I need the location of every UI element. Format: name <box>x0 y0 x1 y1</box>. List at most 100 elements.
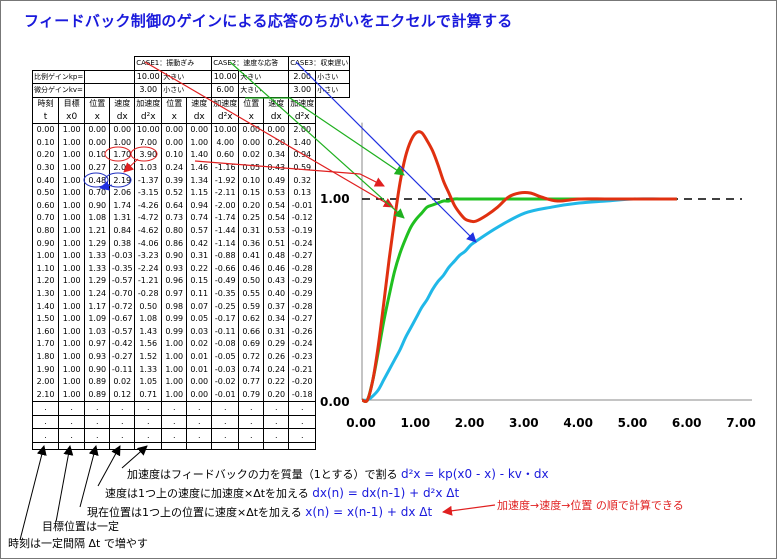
column-header: 加速度 <box>288 96 317 111</box>
case1-arrow-2 <box>194 160 385 187</box>
table-cell: 0.13 <box>288 186 317 200</box>
table-cell: 1.40 <box>288 136 317 150</box>
series-line-case1 <box>361 130 677 403</box>
page-title: フィードバック制御のゲインによる応答のちがいをエクセルで計算する <box>24 12 513 30</box>
time-annotation: 時刻は一定間隔 Δt で増やす <box>8 537 148 550</box>
ellipsis-cell: . <box>58 428 86 443</box>
x-tick-label: 6.00 <box>672 416 702 430</box>
table-cell: 1.00 <box>58 161 86 175</box>
case3-arrow <box>295 61 477 243</box>
spreadsheet-table: CASE1：振動ぎみ CASE2：速度な応答 CASE3：収束遅い 比例ゲインkp= 1… <box>31 56 351 450</box>
highlight-ellipse <box>104 172 132 188</box>
table-cell: 1.00 <box>58 237 86 250</box>
table-row: 0.60 1.00 0.90 1.74 -4.26 0.64 0.94 -2.00 0.20 0.… <box>31 199 350 213</box>
table-cell: 1.00 <box>58 212 86 225</box>
column-pointer-arrow <box>55 445 74 523</box>
table-row: 1.50 1.00 1.09 -0.67 1.08 0.99 0.05 -0.17 0.62 0.… <box>31 312 350 326</box>
table-row: 1.60 1.00 1.03 -0.57 1.43 0.99 0.03 -0.11 0.66 0.… <box>31 325 350 339</box>
table-cell: -0.23 <box>288 350 317 364</box>
table-cell: -0.20 <box>288 375 317 389</box>
velocity-equation: dx(n) = dx(n-1) + d²x Δt <box>312 486 460 500</box>
table-row: 1.00 1.00 1.33 -0.03 -3.23 0.90 0.31 -0.88 0.41 0… <box>31 249 350 263</box>
accel-annotation: 加速度はフィードバックの力を質量（1とする）で割る d²x = kp(x0 - … <box>127 467 549 482</box>
table-cell: -0.18 <box>288 388 317 402</box>
table-cell: 1.00 <box>58 224 86 238</box>
x-tick-label: 0.00 <box>346 416 376 430</box>
column-header: 目標 <box>58 96 86 111</box>
table-row: 0.30 1.00 0.27 2.09 1.03 0.24 1.46 -1.16 0.05 0.4… <box>31 161 350 175</box>
x-tick-label: 7.00 <box>726 416 756 430</box>
table-cell: 0.32 <box>288 174 317 187</box>
table-row: 1.80 1.00 0.93 -0.27 1.52 1.00 0.01 -0.05 0.72 0.… <box>31 350 350 364</box>
gain-row: 微分ゲインkv= 3.00 小さい 6.00 大きい 3.00 小さい <box>31 83 351 98</box>
table-row: 1.30 1.00 1.24 -0.70 -0.28 0.97 0.11 -0.35 0.55 0… <box>31 287 350 301</box>
ellipsis-cell: . <box>263 428 290 443</box>
table-cell: -0.29 <box>288 287 317 301</box>
table-cell: -0.26 <box>288 325 317 339</box>
x-tick-label: 4.00 <box>563 416 593 430</box>
case2-arrow <box>229 61 405 219</box>
table-cell: 1.00 <box>58 136 86 150</box>
table-cell: 1.00 <box>58 249 86 263</box>
table-row: 1.90 1.00 0.90 -0.11 1.33 1.00 0.01 -0.03 0.74 0.… <box>31 363 350 376</box>
position-annotation: 現在位置は1つ上の位置に速度×Δtを加える x(n) = x(n-1) + dx… <box>87 505 432 520</box>
table-row: 0.80 1.00 1.21 0.84 -4.62 0.80 0.57 -1.44 0.31 0.… <box>31 224 350 238</box>
table-cell: -0.24 <box>288 237 317 250</box>
column-pointer-arrow <box>97 445 121 487</box>
y-tick-label: 0.00 <box>320 395 350 409</box>
table-cell: 1.00 <box>58 199 86 213</box>
x-tick-label: 5.00 <box>618 416 648 430</box>
table-row: 1.70 1.00 0.97 -0.42 1.56 1.00 0.02 -0.08 0.69 0.… <box>31 338 350 351</box>
table-row: 0.90 1.00 1.29 0.38 -4.06 0.86 0.42 -1.14 0.36 0.… <box>31 237 350 250</box>
table-cell: 1.00 <box>58 375 86 389</box>
ellipsis-row: ........... <box>31 401 350 416</box>
velocity-text: 速度は1つ上の速度に加速度×Δtを加える <box>105 487 309 500</box>
column-pointer-arrow <box>121 445 148 469</box>
table-cell: 1.00 <box>58 300 86 313</box>
series-line-case2 <box>361 197 677 403</box>
order-note: 加速度→速度→位置 の順で計算できる <box>497 499 684 512</box>
accel-equation: d²x = kp(x0 - x) - kv・dx <box>400 467 549 481</box>
table-cell: -0.29 <box>288 275 317 288</box>
position-text: 現在位置は1つ上の位置に速度×Δtを加える <box>87 506 302 519</box>
table-row: 0.10 1.00 0.00 1.00 7.00 0.00 1.00 4.00 0.00 0.20… <box>31 136 350 150</box>
table-cell: 1.00 <box>58 388 86 402</box>
table-cell: 1.00 <box>58 338 86 351</box>
series-line-case3 <box>361 197 677 402</box>
table-row: 2.00 1.00 0.89 0.02 1.05 1.00 0.00 -0.02 0.77 0.2… <box>31 375 350 389</box>
x-tick-label: 2.00 <box>455 416 485 430</box>
table-row: 2.10 1.00 0.89 0.12 0.71 1.00 0.00 -0.01 0.79 0.2… <box>31 388 350 402</box>
table-cell: 1.00 <box>58 186 86 200</box>
table-cell: 1.00 <box>58 350 86 364</box>
target-annotation: 目標位置は一定 <box>42 520 119 533</box>
table-cell: 1.00 <box>58 287 86 301</box>
table-cell: -0.24 <box>288 338 317 351</box>
table-cell: 1.00 <box>58 275 86 288</box>
table-cell: -0.19 <box>288 224 317 238</box>
y-tick-label: 1.00 <box>320 192 350 206</box>
table-row: 0.70 1.00 1.08 1.31 -4.72 0.73 0.74 -1.74 0.25 0.… <box>31 212 350 225</box>
table-cell: 1.00 <box>58 262 86 276</box>
highlight-ellipse <box>130 146 158 162</box>
table-cell: 1.00 <box>58 325 86 339</box>
x-tick-label: 1.00 <box>400 416 430 430</box>
table-row: 0.20 1.00 0.10 1.70 3.90 0.10 1.40 0.60 0.02 0.34… <box>31 149 350 162</box>
table-cell: -0.27 <box>288 312 317 326</box>
table-cell: 1.00 <box>58 123 86 137</box>
accel-text: 加速度はフィードバックの力を質量（1とする）で割る <box>127 468 398 481</box>
table-row: 0.50 1.00 0.70 2.06 -3.15 0.52 1.15 -2.11 0.15 0.… <box>31 186 350 200</box>
table-row: 1.40 1.00 1.17 -0.72 0.50 0.98 0.07 -0.25 0.59 0.… <box>31 300 350 313</box>
table-cell: 1.00 <box>58 149 86 162</box>
vel-to-pos-arrow <box>99 180 113 191</box>
column-pointer-arrow <box>19 445 47 541</box>
column-pointer-arrow <box>79 445 99 508</box>
ellipsis-cell: . <box>288 428 317 443</box>
table-cell: -0.28 <box>288 262 317 276</box>
column-symbol: x0 <box>58 110 86 124</box>
table-row: 1.20 1.00 1.29 -0.57 -1.21 0.96 0.15 -0.49 0.50 0… <box>31 275 350 288</box>
ellipsis-row: ........... <box>31 428 350 443</box>
table-row: 1.10 1.00 1.33 -0.35 -2.24 0.93 0.22 -0.66 0.46 0… <box>31 262 350 276</box>
case2-arrow-2 <box>245 97 405 176</box>
table-row: 0.00 1.00 0.00 0.00 10.00 0.00 0.00 10.00 0.00 0.… <box>31 123 350 137</box>
